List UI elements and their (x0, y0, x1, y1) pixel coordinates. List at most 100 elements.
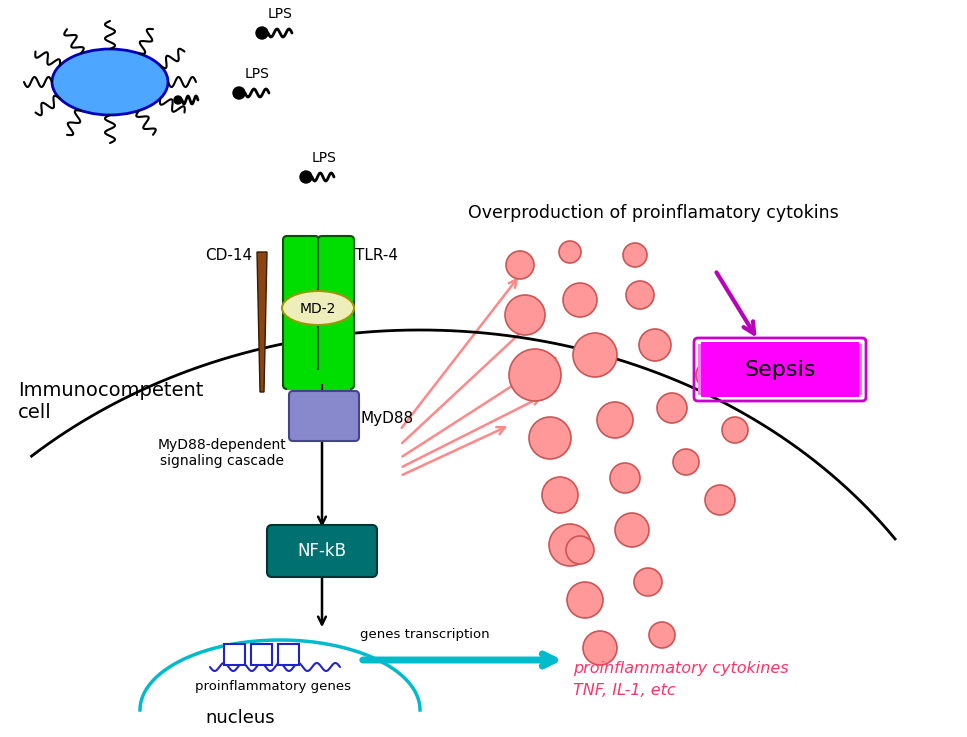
Bar (718, 342, 780, 397)
Bar (780, 342, 810, 397)
Circle shape (705, 485, 735, 515)
Circle shape (597, 402, 633, 438)
Circle shape (615, 513, 649, 547)
Bar (780, 344, 824, 395)
Bar (780, 344, 829, 395)
Circle shape (174, 96, 182, 104)
Polygon shape (257, 252, 267, 392)
Bar (780, 344, 810, 395)
Bar (780, 344, 797, 395)
FancyBboxPatch shape (267, 525, 377, 577)
Circle shape (529, 417, 571, 459)
Text: LPS: LPS (312, 151, 337, 165)
Circle shape (509, 349, 561, 401)
Text: MyD88-dependent
signaling cascade: MyD88-dependent signaling cascade (158, 438, 286, 468)
Text: NF-kB: NF-kB (298, 542, 346, 560)
Bar (780, 344, 794, 395)
Bar (745, 344, 780, 395)
Bar (780, 344, 860, 395)
Bar (736, 344, 780, 395)
Bar (758, 344, 780, 395)
Circle shape (626, 281, 654, 309)
Bar (766, 344, 780, 395)
Bar (752, 344, 780, 395)
FancyBboxPatch shape (287, 370, 350, 390)
Bar (772, 344, 780, 395)
Bar (780, 342, 840, 397)
Bar (780, 344, 845, 395)
Bar (780, 342, 785, 397)
Bar (780, 342, 799, 397)
Bar (780, 342, 807, 397)
Bar (780, 342, 821, 397)
Bar (698, 342, 862, 397)
Bar (780, 342, 815, 397)
Bar (780, 342, 818, 397)
Text: Immunocompetent
cell: Immunocompetent cell (18, 381, 203, 422)
Bar (764, 344, 780, 395)
Bar (734, 342, 780, 397)
Bar (780, 342, 848, 397)
Bar (742, 344, 780, 395)
Ellipse shape (52, 49, 168, 115)
Circle shape (542, 477, 578, 513)
Bar (780, 342, 788, 397)
Bar (712, 342, 780, 397)
Circle shape (559, 241, 581, 263)
Bar (780, 342, 860, 397)
Bar (780, 344, 815, 395)
Bar (766, 342, 780, 397)
Text: CD-14: CD-14 (205, 248, 252, 263)
Bar (780, 342, 829, 397)
FancyBboxPatch shape (289, 391, 359, 441)
Bar (780, 344, 802, 395)
Bar (709, 342, 780, 397)
Bar (750, 342, 780, 397)
Bar (780, 344, 805, 395)
Circle shape (549, 524, 591, 566)
FancyBboxPatch shape (278, 644, 299, 665)
Bar (745, 342, 780, 397)
Circle shape (256, 27, 268, 39)
Bar (780, 342, 854, 397)
Text: Overproduction of proinflamatory cytokins: Overproduction of proinflamatory cytokin… (468, 204, 838, 222)
Circle shape (563, 283, 597, 317)
Bar (706, 344, 780, 395)
Circle shape (583, 631, 617, 665)
Bar (780, 342, 827, 397)
Bar (780, 344, 843, 395)
Circle shape (696, 361, 724, 389)
Circle shape (567, 582, 603, 618)
Bar (780, 344, 854, 395)
Bar (775, 342, 780, 397)
Bar (780, 342, 837, 397)
Bar (777, 344, 780, 395)
Bar (780, 344, 818, 395)
Bar (722, 342, 780, 397)
Bar (780, 342, 857, 397)
Circle shape (505, 295, 545, 335)
Bar (780, 342, 835, 397)
Bar (722, 344, 780, 395)
Text: TLR-4: TLR-4 (355, 248, 398, 263)
Bar (709, 344, 780, 395)
Bar (780, 344, 835, 395)
Text: nucleus: nucleus (205, 709, 275, 727)
Bar (698, 344, 780, 395)
Circle shape (639, 329, 671, 361)
Bar (747, 342, 780, 397)
Bar (780, 344, 862, 395)
Bar (752, 342, 780, 397)
Bar (728, 342, 780, 397)
Circle shape (623, 243, 647, 267)
Ellipse shape (282, 291, 354, 325)
Bar (780, 342, 843, 397)
Bar (755, 344, 780, 395)
Text: MyD88: MyD88 (360, 411, 413, 425)
Bar (780, 344, 827, 395)
Bar (780, 344, 788, 395)
Bar (712, 344, 780, 395)
Bar (780, 344, 840, 395)
Text: TNF, IL-1, etc: TNF, IL-1, etc (573, 683, 676, 698)
Bar (731, 344, 780, 395)
